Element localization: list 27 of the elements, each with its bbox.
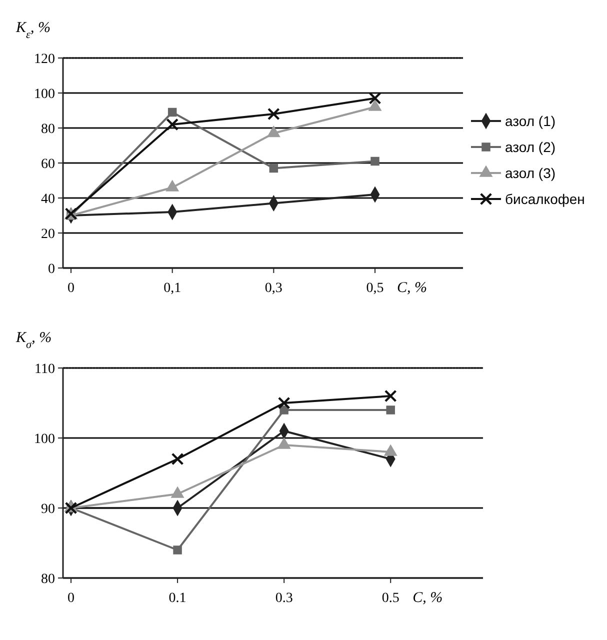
legend-label: бисалкофен [505,190,585,207]
y-tick-label: 100 [34,86,55,102]
y-axis-title: K$_{σ}$, % [15,330,52,351]
y-tick-label: 120 [34,52,55,67]
x-tick-label: 0.3 [275,591,293,606]
x-tick-label: 0,3 [264,281,282,296]
legend-label: азол (3) [505,164,556,181]
y-tick-label: 0 [48,262,55,277]
legend-label: азол (1) [505,112,556,129]
x-axis-title: C, % [397,280,427,296]
y-tick-label: 60 [41,156,55,172]
x-tick-label: 0.1 [168,591,186,606]
y-tick-label: 80 [41,122,55,137]
y-tick-label: 110 [34,362,55,377]
legend-label: азол (2) [505,138,556,155]
x-tick-label: 0,1 [164,281,182,296]
y-tick-label: 40 [41,192,55,207]
x-tick-label: 0 [68,281,74,296]
x-tick-label: 0,5 [366,281,384,296]
y-tick-label: 90 [41,502,55,517]
y-tick-label: 100 [34,432,55,447]
y-tick-label: 80 [41,572,55,587]
x-tick-label: 0.5 [382,591,400,606]
y-tick-label: 20 [41,226,55,242]
y-axis-title: K$_{ε}$, % [15,20,50,41]
x-tick-label: 0 [68,591,74,606]
x-axis-title: C, % [412,590,443,606]
